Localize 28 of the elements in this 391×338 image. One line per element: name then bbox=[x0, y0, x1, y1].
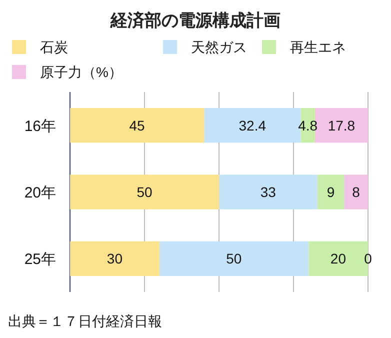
legend-label: 石炭 bbox=[40, 39, 68, 55]
bar bbox=[317, 174, 344, 210]
data-label: 30 bbox=[106, 250, 123, 267]
bar bbox=[70, 174, 219, 210]
bar bbox=[344, 174, 368, 210]
legend-label: 天然ガス bbox=[191, 39, 247, 55]
data-label: 17.8 bbox=[328, 117, 356, 134]
data-label: 50 bbox=[226, 250, 242, 267]
bar bbox=[70, 108, 204, 143]
data-label: 4.8 bbox=[298, 117, 318, 134]
bar bbox=[159, 241, 308, 276]
data-label: 0 bbox=[364, 250, 372, 267]
y-tick-label: 20年 bbox=[24, 184, 56, 202]
y-tick-label: 25年 bbox=[24, 251, 56, 268]
chart-title: 経済部の電源構成計画 bbox=[110, 11, 280, 30]
data-label: 45 bbox=[129, 117, 146, 134]
source-note: 出典＝１７日付経済日報 bbox=[8, 313, 162, 329]
data-label: 33 bbox=[260, 184, 276, 200]
data-label: 20 bbox=[330, 250, 346, 267]
data-label: 32.4 bbox=[238, 117, 266, 134]
bar bbox=[70, 241, 160, 276]
legend-label: 再生エネ bbox=[290, 39, 346, 55]
legend-label: 原子力（%） bbox=[40, 64, 122, 80]
bar bbox=[219, 174, 318, 210]
data-label: 8 bbox=[352, 184, 360, 200]
data-label: 50 bbox=[136, 184, 152, 200]
y-tick-label: 16年 bbox=[24, 118, 56, 135]
data-label: 9 bbox=[326, 184, 335, 200]
